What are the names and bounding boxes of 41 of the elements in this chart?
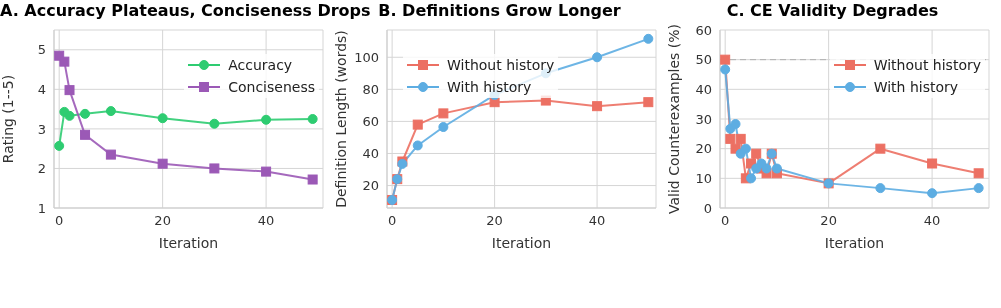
y-tick-label: 50 [695,52,712,68]
y-tick-label: 40 [362,146,379,162]
y-tick-label: 2 [37,161,46,177]
chart-title: B. Definitions Grow Longer [378,1,621,20]
legend-label: With history [873,79,959,95]
x-axis-title: Iteration [158,235,219,251]
x-tick-label: 20 [154,213,171,229]
y-tick-label: 100 [354,49,379,65]
x-tick-label: 0 [55,213,64,229]
y-tick-label: 5 [37,42,46,58]
y-tick-label: 20 [695,141,712,157]
x-axis-title: Iteration [491,235,552,251]
y-tick-label: 10 [695,170,712,186]
y-axis-title: Definition Length (words) [332,30,349,208]
y-tick-label: 30 [695,111,712,127]
y-tick-label: 60 [362,114,379,130]
legend-label: Accuracy [228,57,293,73]
legend-label: With history [447,79,532,95]
y-tick-label: 40 [695,81,712,97]
x-tick-label: 40 [257,213,275,229]
x-tick-label: 0 [721,213,730,229]
legend-label: Conciseness [228,79,315,95]
y-axis-title: Rating (1--5) [0,74,16,164]
y-axis-title: Valid Counterexamples (%) [665,23,682,215]
y-tick-label: 0 [703,200,712,216]
legend-label: Without history [447,57,555,73]
x-tick-label: 20 [820,213,837,229]
y-tick-label: 1 [37,200,46,216]
y-tick-label: 4 [37,81,46,97]
x-axis-title: Iteration [824,235,885,251]
y-tick-label: 80 [362,81,379,97]
chart-title: C. CE Validity Degrades [725,0,940,22]
x-tick-label: 40 [923,213,941,229]
y-tick-label: 20 [362,178,379,194]
y-tick-label: 60 [695,22,712,38]
x-tick-label: 0 [387,213,397,229]
x-tick-label: 20 [486,213,503,229]
y-tick-label: 3 [37,121,46,137]
legend-label: Without history [873,57,981,73]
chart-title: A. Accuracy Plateaus, Conciseness Drops [0,0,371,22]
x-tick-label: 40 [588,213,606,229]
